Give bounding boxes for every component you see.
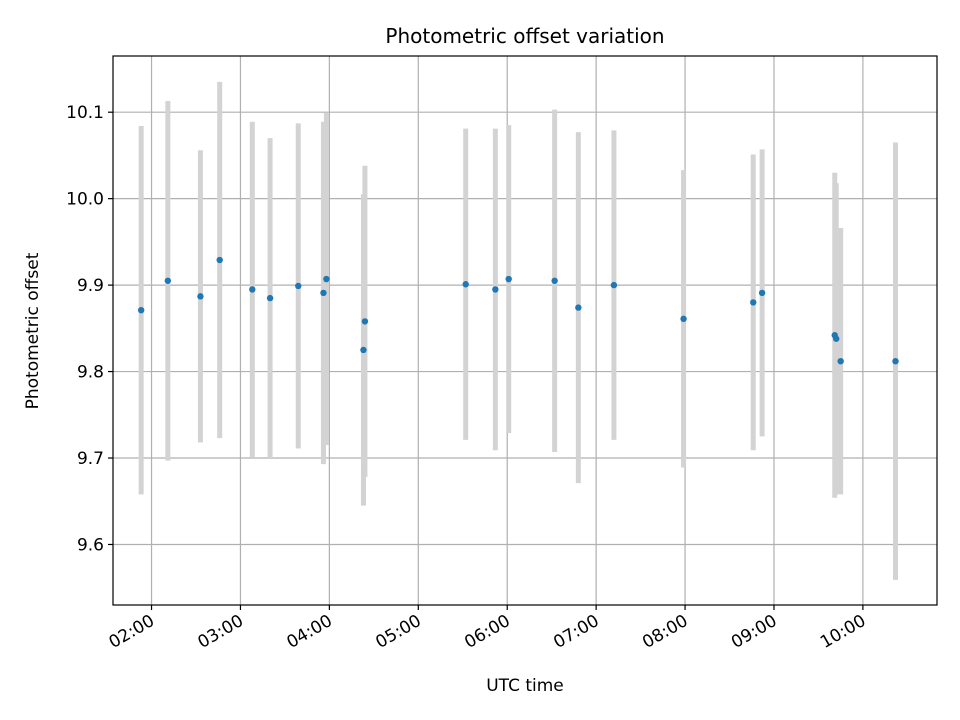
data-point bbox=[462, 281, 469, 288]
x-axis-label: UTC time bbox=[486, 676, 564, 696]
data-point bbox=[758, 289, 766, 297]
data-point bbox=[323, 275, 330, 283]
plot-frame bbox=[112, 55, 938, 606]
data-point bbox=[216, 256, 223, 264]
data-point bbox=[610, 281, 618, 289]
chart-title: Photometric offset variation bbox=[385, 24, 664, 48]
data-point bbox=[164, 277, 172, 284]
data-point bbox=[361, 318, 369, 325]
data-point bbox=[492, 286, 499, 293]
y-axis-label: Photometric offset bbox=[23, 252, 43, 409]
y-tick-label: 10.0 bbox=[66, 190, 104, 210]
y-tick-label: 9.9 bbox=[77, 276, 104, 296]
data-point bbox=[137, 306, 145, 314]
data-point bbox=[837, 357, 844, 365]
y-tick-label: 9.8 bbox=[77, 363, 104, 383]
data-point bbox=[505, 275, 512, 283]
data-points bbox=[137, 256, 899, 365]
data-point bbox=[197, 293, 204, 300]
y-tick-label: 9.6 bbox=[77, 535, 104, 555]
data-point bbox=[750, 299, 757, 306]
data-point bbox=[266, 294, 274, 302]
data-point bbox=[320, 289, 327, 297]
data-point bbox=[892, 357, 899, 365]
data-point bbox=[360, 346, 367, 354]
data-point bbox=[295, 282, 302, 290]
data-point bbox=[249, 286, 256, 293]
data-point bbox=[833, 335, 840, 342]
y-axis: 9.6 9.7 9.8 9.9 10.0 10.1 bbox=[66, 103, 113, 555]
data-point bbox=[575, 304, 582, 311]
y-tick-label: 9.7 bbox=[77, 449, 104, 469]
y-tick-label: 10.1 bbox=[66, 103, 104, 123]
data-point bbox=[680, 315, 687, 323]
data-point bbox=[551, 277, 558, 284]
